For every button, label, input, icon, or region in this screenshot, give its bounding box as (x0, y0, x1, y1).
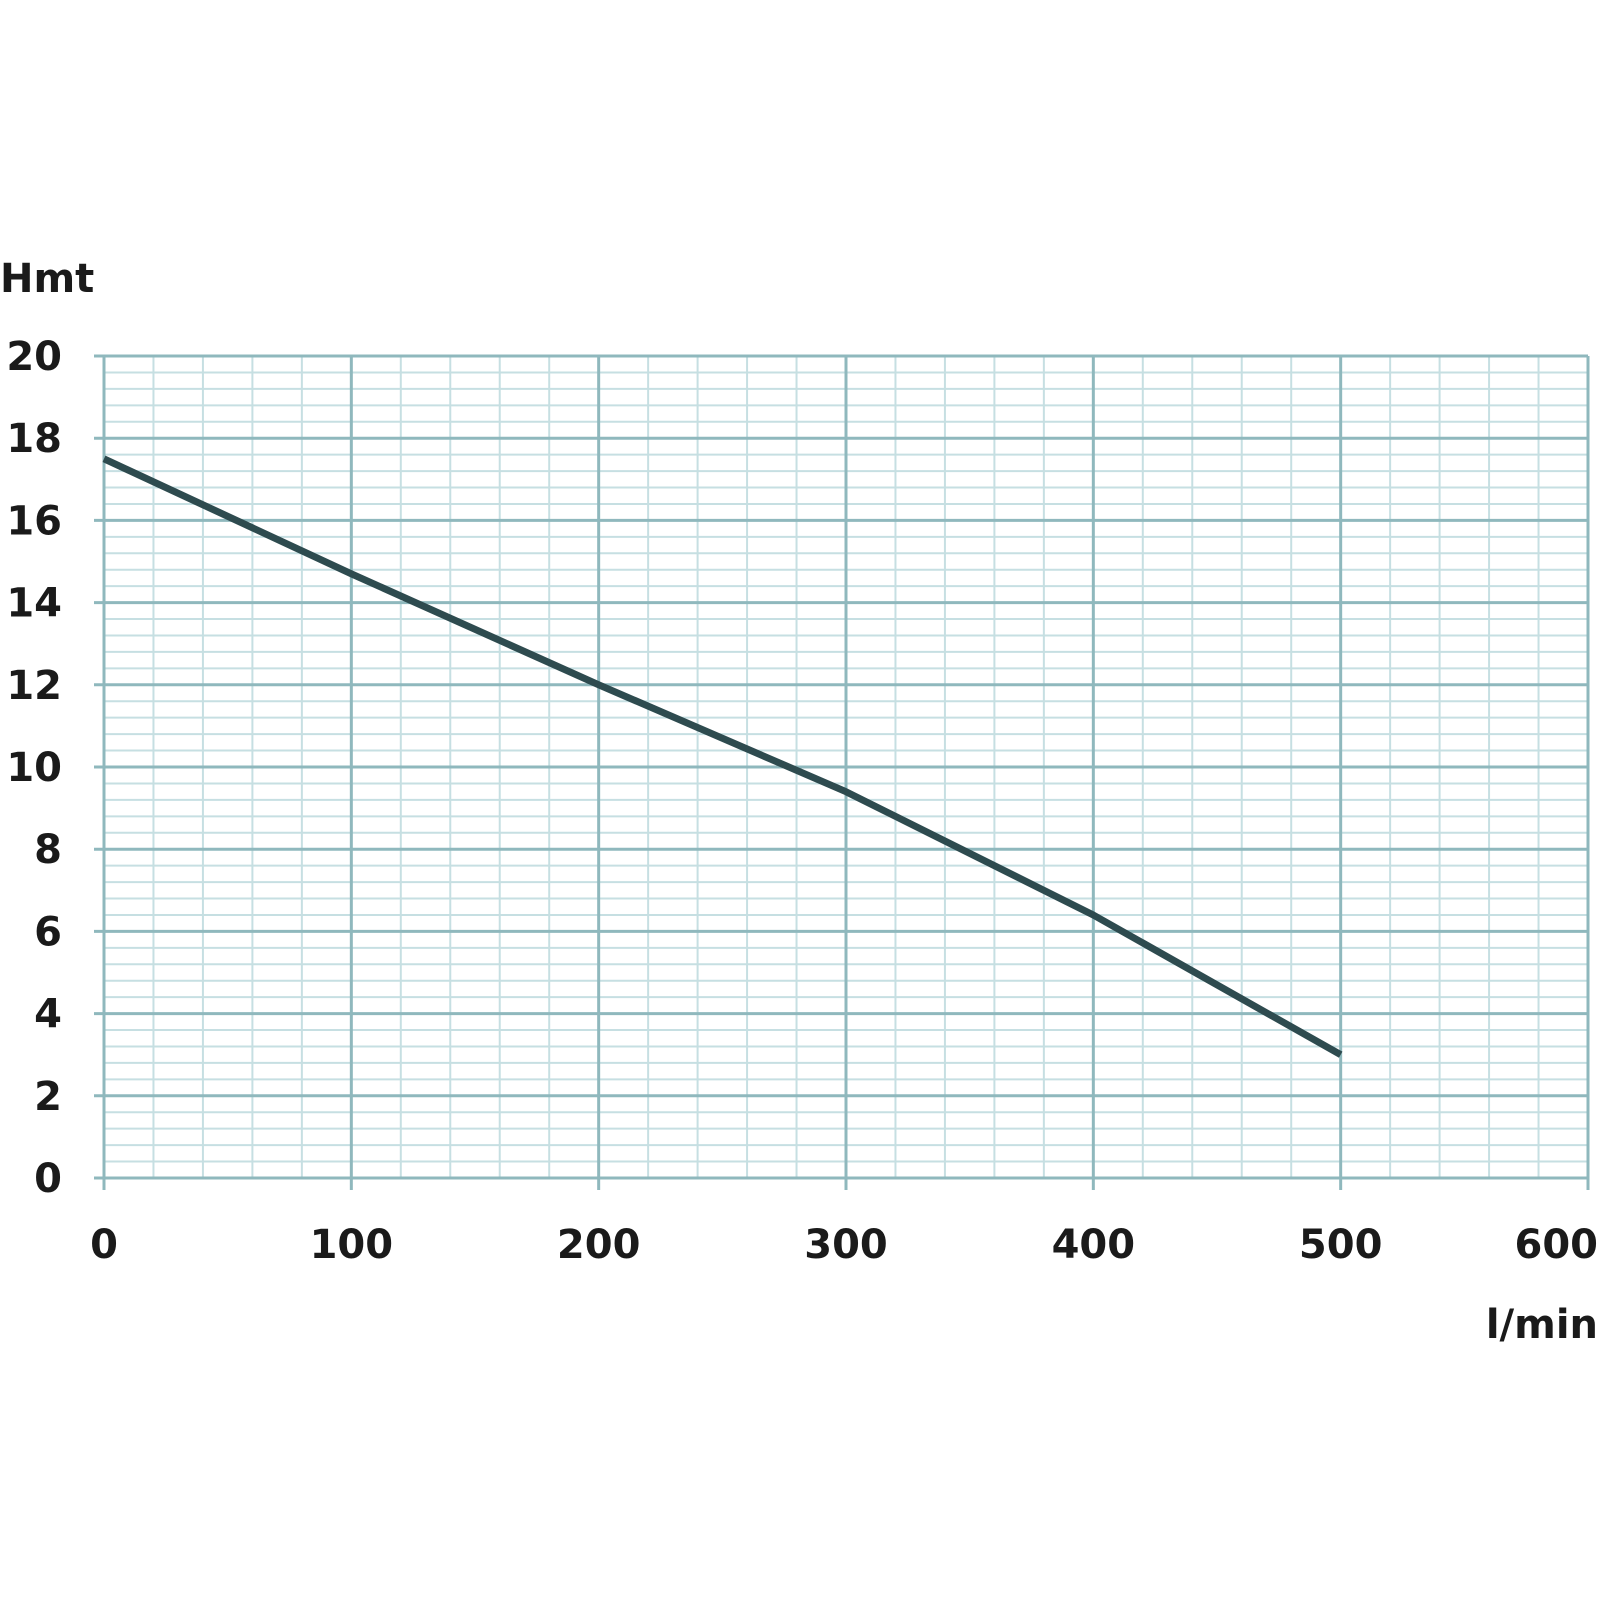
y-axis-title: Hmt (0, 256, 94, 302)
y-tick-labels: 0 2 4 6 8 10 12 14 16 18 20 (6, 334, 62, 1202)
y-tick-label: 2 (34, 1074, 62, 1120)
major-grid (94, 354, 1590, 1190)
x-tick-label: 600 (1515, 1222, 1599, 1268)
x-tick-labels: 0 100 200 300 400 500 600 (90, 1222, 1598, 1268)
x-tick-label: 0 (90, 1222, 118, 1268)
y-tick-label: 10 (6, 745, 62, 791)
x-tick-label: 200 (557, 1222, 641, 1268)
y-tick-label: 18 (6, 416, 62, 462)
x-tick-label: 500 (1299, 1222, 1383, 1268)
x-tick-label: 300 (804, 1222, 888, 1268)
y-tick-label: 0 (34, 1156, 62, 1202)
x-axis-title: l/min (1486, 1302, 1598, 1348)
y-tick-label: 14 (6, 581, 62, 627)
y-tick-label: 8 (34, 827, 62, 873)
y-tick-label: 20 (6, 334, 62, 380)
y-tick-label: 12 (6, 663, 62, 709)
y-tick-label: 6 (34, 909, 62, 955)
series-layer (102, 455, 1343, 1058)
x-tick-label: 100 (310, 1222, 394, 1268)
y-tick-label: 4 (34, 992, 62, 1038)
series-line (102, 455, 1343, 1058)
x-tick-label: 400 (1052, 1222, 1136, 1268)
y-tick-label: 16 (6, 498, 62, 544)
